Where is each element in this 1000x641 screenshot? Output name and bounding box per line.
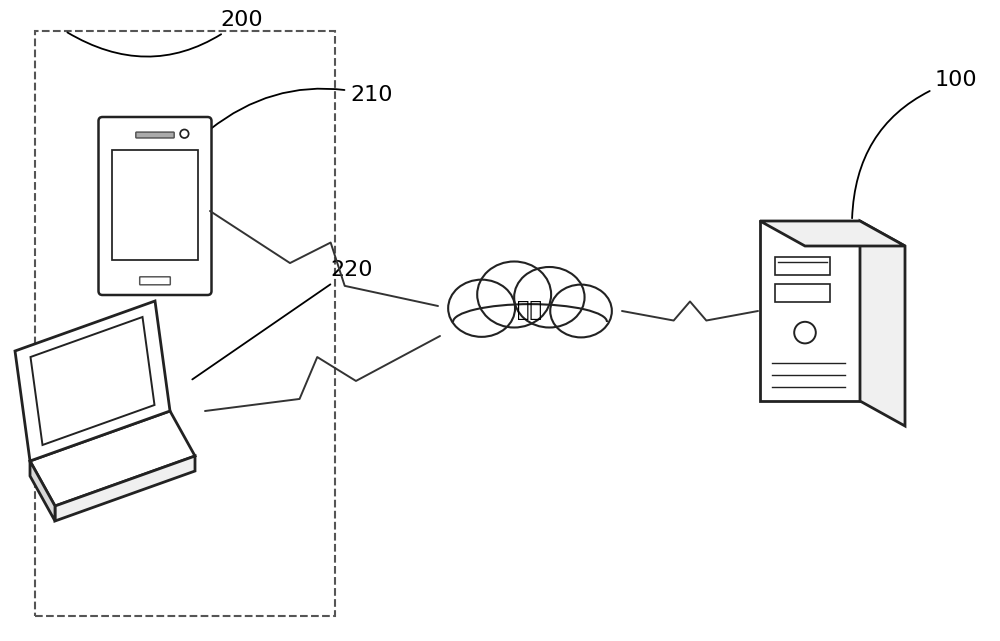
Text: 220: 220 bbox=[192, 260, 372, 379]
Circle shape bbox=[794, 322, 816, 344]
Bar bbox=[775, 284, 830, 302]
Polygon shape bbox=[55, 456, 195, 521]
Ellipse shape bbox=[448, 279, 515, 337]
Polygon shape bbox=[760, 221, 905, 246]
Polygon shape bbox=[860, 221, 905, 426]
Bar bbox=[35, 31, 335, 616]
Polygon shape bbox=[30, 411, 195, 506]
Polygon shape bbox=[15, 301, 170, 461]
Text: 100: 100 bbox=[852, 70, 978, 218]
FancyBboxPatch shape bbox=[98, 117, 212, 295]
Text: 网络: 网络 bbox=[518, 300, 542, 320]
FancyBboxPatch shape bbox=[136, 132, 174, 138]
Polygon shape bbox=[760, 221, 860, 401]
Bar bbox=[775, 257, 830, 275]
Polygon shape bbox=[30, 317, 155, 445]
Ellipse shape bbox=[514, 267, 585, 328]
Bar bbox=[112, 150, 198, 260]
Ellipse shape bbox=[477, 262, 551, 328]
Ellipse shape bbox=[550, 285, 612, 337]
Text: 200: 200 bbox=[67, 10, 263, 56]
Circle shape bbox=[180, 129, 189, 138]
Ellipse shape bbox=[451, 297, 609, 341]
Ellipse shape bbox=[453, 304, 607, 340]
FancyBboxPatch shape bbox=[140, 277, 170, 285]
Text: 210: 210 bbox=[210, 85, 392, 129]
Polygon shape bbox=[30, 461, 55, 521]
